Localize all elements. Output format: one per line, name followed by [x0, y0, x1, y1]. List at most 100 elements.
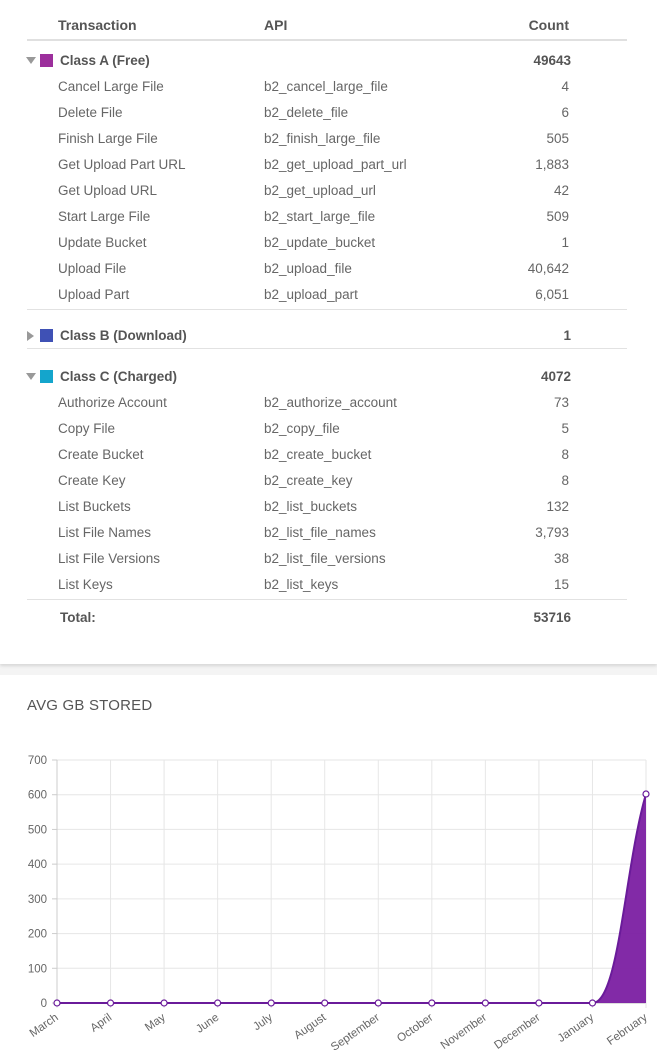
class-c-charged-total: 4072 — [540, 369, 571, 384]
class-c-charged-toggle-icon[interactable] — [26, 373, 36, 380]
row-count: 8 — [561, 472, 569, 488]
row-api: b2_copy_file — [264, 420, 340, 436]
row-api: b2_get_upload_url — [264, 182, 376, 198]
row-transaction: Create Key — [58, 472, 126, 488]
data-point — [481, 999, 489, 1007]
data-point — [428, 999, 436, 1007]
avg-gb-stored-chart: 0 100 200 300 400 500 600 700 March April May June J… — [28, 755, 650, 1054]
row-api: b2_list_file_names — [264, 524, 376, 540]
row-count: 6 — [561, 104, 569, 120]
row-transaction: Update Bucket — [58, 234, 147, 250]
data-point — [160, 999, 168, 1007]
row-transaction: Create Bucket — [58, 446, 144, 462]
row-transaction: List File Names — [58, 524, 152, 540]
class-b-download-label[interactable]: Class B (Download) — [60, 328, 187, 343]
class-divider — [27, 599, 627, 600]
y-tick-label: 600 — [28, 790, 47, 802]
data-point — [374, 999, 382, 1007]
y-tick-label: 700 — [28, 755, 47, 767]
row-transaction: Get Upload Part URL — [58, 156, 186, 172]
row-api: b2_upload_part — [264, 286, 358, 302]
chart-title: AVG GB STORED — [27, 697, 153, 714]
row-api: b2_list_keys — [264, 576, 339, 592]
row-transaction: Get Upload URL — [58, 182, 158, 198]
class-c-charged-color-swatch — [40, 370, 53, 383]
data-point — [214, 999, 222, 1007]
x-tick-label: December — [492, 1012, 542, 1052]
series-line — [57, 793, 647, 1004]
row-count: 3,793 — [535, 524, 569, 540]
row-count: 5 — [561, 420, 569, 436]
transactions-card: Transaction API Count Class A (Free) 4964… — [0, 0, 657, 664]
row-count: 1,883 — [535, 156, 569, 172]
class-a-free-label[interactable]: Class A (Free) — [60, 53, 150, 68]
row-api: b2_start_large_file — [264, 208, 376, 224]
y-tick-label: 200 — [28, 929, 47, 941]
data-point — [267, 999, 275, 1007]
row-count: 73 — [553, 394, 569, 410]
class-divider — [27, 309, 627, 310]
x-tick-label: November — [439, 1012, 489, 1052]
x-tick-label: March — [28, 1012, 61, 1040]
row-transaction: Finish Large File — [58, 130, 158, 146]
row-count: 6,051 — [535, 286, 569, 302]
y-tick-label: 100 — [28, 963, 47, 975]
row-count: 42 — [553, 182, 569, 198]
row-api: b2_list_file_versions — [264, 550, 386, 566]
class-a-free-total: 49643 — [533, 53, 571, 68]
data-point — [53, 999, 61, 1007]
total-label: Total: — [60, 610, 96, 625]
row-api: b2_get_upload_part_url — [264, 156, 407, 172]
data-point — [106, 999, 115, 1007]
x-tick-label: April — [89, 1012, 115, 1035]
y-tick-label: 400 — [28, 859, 47, 871]
row-transaction: List File Versions — [58, 550, 161, 566]
x-tick-label: September — [329, 1012, 382, 1054]
header-divider — [27, 39, 627, 41]
row-transaction: List Keys — [58, 576, 113, 592]
row-count: 132 — [546, 498, 569, 514]
row-api: b2_create_bucket — [264, 446, 372, 462]
row-count: 38 — [553, 550, 569, 566]
x-tick-label: October — [395, 1012, 436, 1045]
row-count: 4 — [561, 78, 569, 94]
data-point — [535, 999, 543, 1007]
row-count: 8 — [561, 446, 569, 462]
data-point — [321, 999, 329, 1007]
class-divider — [27, 348, 627, 349]
y-tick-label: 500 — [28, 824, 47, 836]
x-tick-label: June — [194, 1012, 221, 1036]
row-api: b2_authorize_account — [264, 394, 397, 410]
row-count: 40,642 — [527, 260, 569, 276]
row-transaction: Authorize Account — [58, 394, 167, 410]
row-api: b2_list_buckets — [264, 498, 358, 514]
x-tick-label: February — [605, 1011, 650, 1047]
class-a-free-color-swatch — [40, 54, 53, 67]
y-tick-label: 300 — [28, 894, 47, 906]
row-api: b2_upload_file — [264, 260, 352, 276]
header-count: Count — [528, 17, 569, 33]
row-transaction: Cancel Large File — [58, 78, 164, 94]
x-tick-label: July — [251, 1011, 275, 1033]
row-api: b2_create_key — [264, 472, 353, 488]
row-api: b2_cancel_large_file — [264, 78, 388, 94]
data-point — [588, 999, 597, 1007]
row-transaction: Delete File — [58, 104, 123, 120]
class-a-free-toggle-icon[interactable] — [26, 57, 36, 64]
row-api: b2_delete_file — [264, 104, 349, 120]
row-count: 15 — [553, 576, 569, 592]
class-c-charged-label[interactable]: Class C (Charged) — [60, 369, 178, 384]
row-api: b2_update_bucket — [264, 234, 376, 250]
total-value: 53716 — [533, 610, 571, 625]
row-count: 505 — [546, 130, 569, 146]
row-count: 509 — [546, 208, 569, 224]
row-transaction: Start Large File — [58, 208, 151, 224]
row-transaction: Upload Part — [58, 286, 130, 302]
x-tick-label: May — [143, 1011, 168, 1033]
row-transaction: Upload File — [58, 260, 127, 276]
row-transaction: Copy File — [58, 420, 116, 436]
class-b-download-toggle-icon[interactable] — [27, 331, 34, 341]
header-transaction: Transaction — [58, 17, 137, 33]
x-tick-label: August — [292, 1011, 329, 1042]
class-b-download-total: 1 — [563, 328, 571, 343]
